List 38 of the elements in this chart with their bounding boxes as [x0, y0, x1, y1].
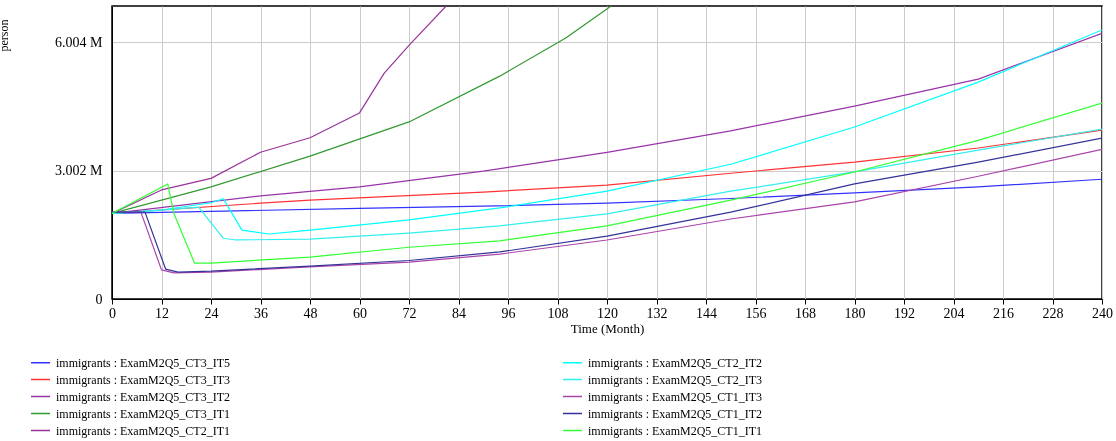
x-axis-title: Time (Month) [570, 320, 645, 336]
y-axis-title: person [0, 19, 11, 52]
legend-label: immigrants : ExamM2Q5_CT2_IT2 [588, 355, 762, 370]
x-tick-label: 240 [1092, 305, 1113, 321]
x-tick-label: 108 [547, 305, 569, 321]
x-tick-label: 180 [844, 305, 866, 321]
x-tick-label: 156 [745, 305, 767, 321]
x-tick-label: 168 [795, 305, 816, 321]
x-tick-label: 12 [155, 305, 169, 321]
x-tick-label: 204 [943, 305, 965, 321]
line-series [112, 102, 1102, 264]
x-tick-label: 96 [501, 305, 516, 321]
legend-label: immigrants : ExamM2Q5_CT3_IT5 [56, 355, 230, 370]
x-tick-label: 72 [402, 305, 417, 321]
x-tick-label: 60 [353, 305, 367, 321]
legend-label: immigrants : ExamM2Q5_CT3_IT2 [56, 389, 230, 404]
x-tick-label: 84 [452, 305, 466, 321]
x-tick-label: 0 [109, 305, 116, 321]
y-tick-label: 0 [95, 291, 103, 307]
x-tick-label: 36 [254, 305, 268, 321]
legend-label: immigrants : ExamM2Q5_CT1_IT1 [588, 423, 762, 438]
legend-label: immigrants : ExamM2Q5_CT3_IT1 [56, 406, 230, 421]
x-tick-label: 132 [646, 305, 668, 321]
x-tick-label: 228 [1042, 305, 1064, 321]
legend-label: immigrants : ExamM2Q5_CT1_IT2 [588, 406, 762, 421]
x-tick-label: 24 [204, 305, 219, 321]
legend-label: immigrants : ExamM2Q5_CT2_IT3 [588, 372, 762, 387]
line-series [112, 128, 1102, 241]
x-tick-label: 192 [894, 305, 915, 321]
y-tick-label: 3.002 M [55, 163, 104, 179]
x-tick-label: 120 [597, 305, 618, 321]
legend-label: immigrants : ExamM2Q5_CT2_IT1 [56, 423, 230, 438]
y-tick-label: 6.004 M [55, 34, 104, 50]
x-tick-label: 216 [993, 305, 1014, 321]
x-tick-label: 144 [696, 305, 717, 321]
x-tick-label: 48 [303, 305, 318, 321]
legend-label: immigrants : ExamM2Q5_CT1_IT3 [588, 389, 762, 404]
legend-label: immigrants : ExamM2Q5_CT3_IT3 [56, 372, 230, 387]
